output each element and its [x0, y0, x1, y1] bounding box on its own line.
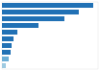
chart: [0, 0, 100, 71]
bar: [2, 16, 64, 21]
bar: [2, 30, 17, 35]
bar: [2, 23, 38, 28]
bar: [2, 50, 11, 55]
bar: [2, 63, 6, 68]
bar: [2, 57, 9, 62]
bar: [2, 36, 14, 41]
plot-frame: [2, 2, 98, 69]
bar: [2, 43, 12, 48]
chart-container: [0, 0, 100, 71]
bars: [2, 3, 93, 68]
bar: [2, 10, 79, 15]
bar: [2, 3, 93, 8]
